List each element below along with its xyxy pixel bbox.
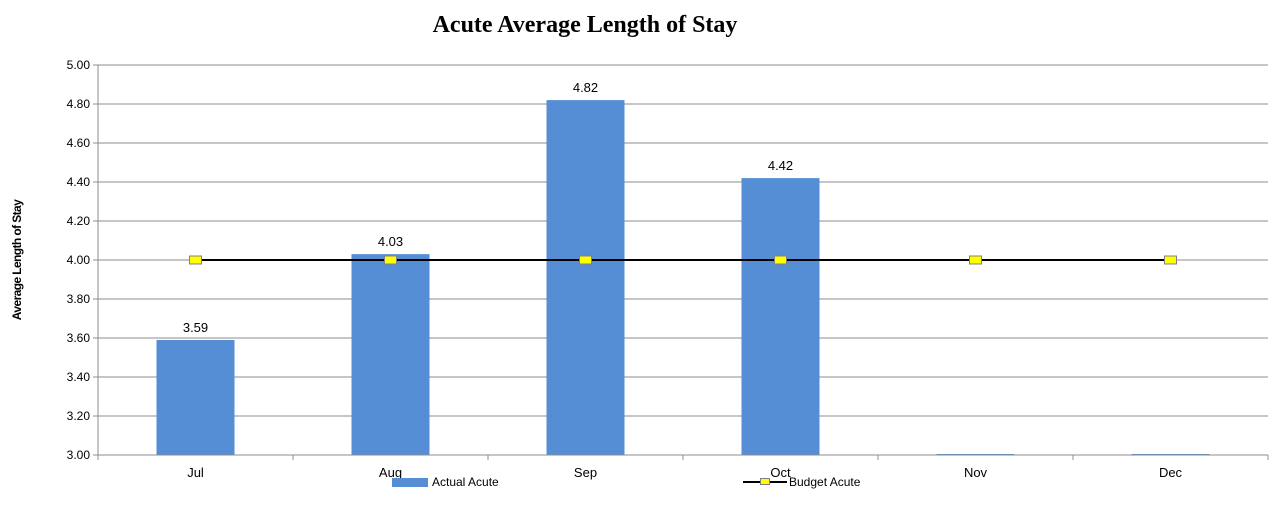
axes <box>93 64 1269 460</box>
y-tick-label: 4.40 <box>67 175 91 189</box>
budget-marker-jul <box>189 255 202 265</box>
line-series-budget-acute <box>189 255 1177 265</box>
data-label: 4.03 <box>378 234 403 249</box>
budget-marker-oct <box>774 255 787 265</box>
legend-label-budget-acute: Budget Acute <box>789 475 861 489</box>
y-tick-label: 3.20 <box>67 409 91 423</box>
data-label: 4.42 <box>768 158 793 173</box>
y-tick-label: 4.20 <box>67 214 91 228</box>
y-tick-label: 5.00 <box>67 58 91 72</box>
x-tick-label: Jul <box>187 465 204 480</box>
y-tick-label: 4.00 <box>67 253 91 267</box>
y-tick-label: 4.60 <box>67 136 91 150</box>
bar-sep <box>546 100 625 455</box>
bar-series-actual-acute <box>156 100 1210 455</box>
x-tick-label: Oct <box>770 465 791 480</box>
x-tick-label: Dec <box>1159 465 1183 480</box>
budget-marker-nov <box>969 255 982 265</box>
bar-aug <box>351 254 430 455</box>
legend-swatch-bar <box>392 477 428 487</box>
x-tick-label: Sep <box>574 465 597 480</box>
legend-label-actual-acute: Actual Acute <box>432 475 499 489</box>
data-label: 3.59 <box>183 320 208 335</box>
legend-item-budget-acute: Budget Acute <box>743 475 860 489</box>
y-tick-label: 4.80 <box>67 97 91 111</box>
y-tick-label: 3.60 <box>67 331 91 345</box>
data-label: 4.82 <box>573 80 598 95</box>
legend-swatch-line <box>743 476 787 488</box>
tick-labels: 3.00 3.20 3.40 3.60 3.80 4.00 4.20 4.40 4.60 4.80… <box>67 58 1183 480</box>
bar-oct <box>741 178 820 455</box>
budget-marker-sep <box>579 255 592 265</box>
y-tick-label: 3.40 <box>67 370 91 384</box>
bar-jul <box>156 339 235 455</box>
y-tick-label: 3.00 <box>67 448 91 462</box>
gridlines <box>98 64 1268 417</box>
legend-item-actual-acute: Actual Acute <box>392 475 499 489</box>
data-labels: 3.59 4.03 4.82 4.42 <box>183 80 793 335</box>
legend: Actual Acute Budget Acute <box>0 475 1275 495</box>
x-tick-label: Aug <box>379 465 402 480</box>
chart-title: Acute Average Length of Stay <box>432 12 738 38</box>
budget-marker-dec <box>1164 255 1177 265</box>
y-tick-label: 3.80 <box>67 292 91 306</box>
x-tick-label: Nov <box>964 465 988 480</box>
budget-marker-aug <box>384 255 397 265</box>
